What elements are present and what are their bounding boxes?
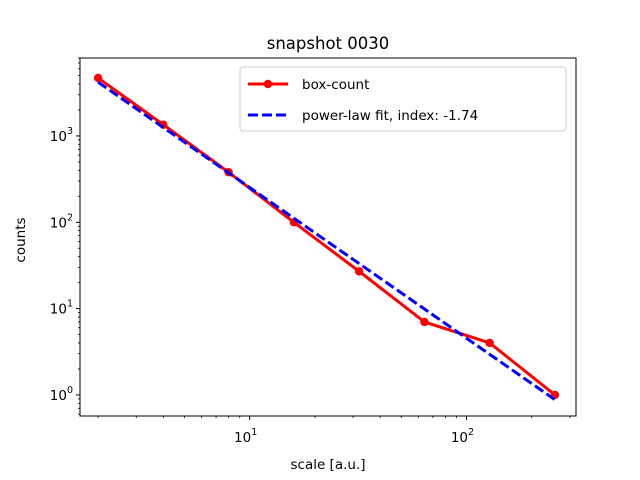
chart-title: snapshot 0030	[267, 34, 390, 53]
data-point	[485, 338, 494, 348]
y-tick-label: 103	[50, 126, 73, 145]
y-tick-label: 102	[50, 212, 73, 231]
legend-label: box-count	[302, 77, 369, 93]
plot-area: 101 102 100 101 102 103	[50, 57, 577, 446]
x-axis-label: scale [a.u.]	[290, 457, 365, 473]
legend: box-count power-law fit, index: -1.74	[239, 66, 567, 132]
fit-line	[97, 80, 556, 401]
y-tick-label: 101	[50, 299, 73, 318]
x-tick-label: 101	[234, 427, 257, 446]
data-point	[354, 267, 364, 276]
axes-frame	[79, 57, 577, 417]
y-tick-label: 100	[50, 385, 73, 404]
y-axis-label: counts	[13, 217, 29, 262]
x-tick-label: 102	[451, 427, 474, 446]
legend-label: power-law fit, index: -1.74	[302, 108, 478, 124]
series-line	[97, 76, 556, 397]
data-point	[420, 317, 429, 327]
data-point	[93, 73, 103, 83]
legend-box	[239, 66, 567, 132]
legend-marker	[263, 79, 273, 89]
